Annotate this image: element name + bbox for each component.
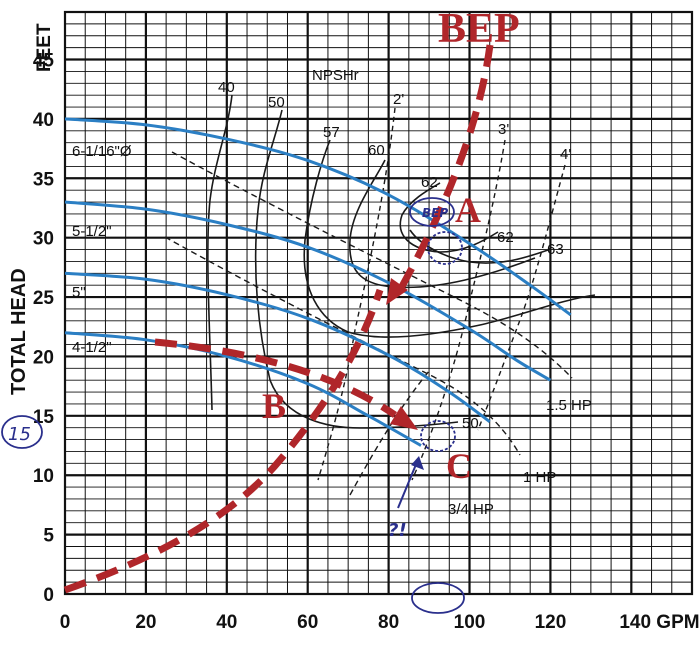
y-axis-ticks: 0 5 10 15 20 25 30 35 40 45	[33, 51, 55, 606]
circled-15-scribble	[1, 415, 43, 449]
npsh-2-line	[317, 107, 396, 481]
operating-point-a-scribble	[427, 231, 463, 265]
point-c-label: C	[446, 446, 472, 486]
grid	[63, 10, 694, 596]
npsh-label-3: 3'	[498, 121, 509, 138]
hp-15-line	[171, 151, 573, 379]
x-tick-label: 140 GPM	[619, 612, 699, 633]
y-tick-label: 40	[33, 110, 54, 131]
eff-label-50b: 50	[462, 415, 479, 432]
bep-title: BEP	[438, 6, 520, 52]
eff-label-57: 57	[323, 124, 340, 141]
eff-label-62b: 62	[497, 229, 514, 246]
y-axis-title: TOTAL HEAD	[8, 268, 30, 395]
plot-frame	[63, 10, 694, 596]
y-tick-label: 10	[33, 466, 54, 487]
eff-57-curve	[303, 139, 596, 338]
series-label-5: 5"	[72, 284, 86, 301]
npsh-3-line	[411, 139, 506, 481]
circled-15-label: 15	[8, 424, 31, 445]
eff-label-40: 40	[218, 79, 235, 96]
b-to-c-dashed-arrow	[154, 338, 397, 418]
series-label-6-1-16: 6-1/16"Ø	[72, 143, 132, 160]
y-tick-label: 15	[33, 407, 55, 428]
eff-label-63: 63	[547, 241, 564, 258]
npsh-4-line	[477, 164, 566, 431]
x-tick-label: 20	[135, 612, 156, 633]
circled-100-scribble	[411, 582, 465, 614]
eff-label-50: 50	[268, 94, 285, 111]
y-tick-label: 5	[43, 526, 54, 547]
x-axis-ticks: 0 20 40 60 80 100 120 140 GPM	[60, 612, 700, 633]
impeller-curve-1	[64, 200, 552, 382]
series-label-4-1-2: 4-1/2"	[72, 339, 112, 356]
npsh-title: NPSHr	[312, 67, 359, 84]
bep-scribble-circle	[409, 197, 455, 227]
y-tick-label: 0	[43, 585, 54, 606]
bep-dashed-arrow	[396, 44, 494, 292]
question-label: ?!	[388, 520, 407, 541]
npsh-label-2: 2'	[393, 91, 404, 108]
operating-point-c-scribble	[420, 420, 456, 452]
y-tick-label: 45	[33, 51, 55, 72]
y-tick-label: 30	[33, 229, 54, 250]
eff-label-62a: 62	[421, 174, 438, 191]
b-to-c-arrowhead	[390, 406, 418, 430]
npsh-label-4: 4'	[560, 146, 571, 163]
point-b-label: B	[262, 386, 286, 426]
y-axis-unit-label: FEET	[34, 23, 55, 72]
y-tick-label: 25	[33, 288, 55, 309]
impeller-curves	[64, 117, 572, 447]
series-label-5-1-2: 5-1/2"	[72, 223, 112, 240]
red-annotations: BEP A B C	[63, 6, 520, 594]
question-arrowhead	[411, 456, 424, 470]
x-tick-label: 80	[378, 612, 399, 633]
blue-annotations: BEP 15 ?!	[1, 197, 465, 614]
bep-arrowhead	[386, 278, 408, 305]
y-tick-label: 20	[33, 347, 54, 368]
impeller-curve-3	[64, 331, 422, 447]
hp-label-1-5: 1.5 HP	[546, 397, 592, 414]
impeller-curve-2	[64, 271, 491, 423]
x-tick-label: 0	[60, 612, 71, 633]
npsh-curves	[317, 107, 566, 481]
curve-labels: 6-1/16"Ø 5-1/2" 5" 4-1/2" 40 50 57 60 62…	[72, 67, 592, 518]
point-a-label: A	[455, 190, 481, 230]
x-tick-label: 100	[454, 612, 486, 633]
x-tick-label: 60	[297, 612, 318, 633]
bep-handwritten: BEP	[422, 206, 448, 220]
hp-1-line	[164, 236, 521, 456]
eff-label-60: 60	[368, 142, 385, 159]
impeller-curve-0	[64, 117, 572, 317]
x-tick-label: 40	[216, 612, 237, 633]
question-arrow	[397, 461, 418, 509]
hp-label-1: 1 HP	[523, 469, 556, 486]
system-curve-dashed	[63, 288, 384, 594]
y-tick-label: 35	[33, 169, 55, 190]
x-tick-label: 120	[535, 612, 567, 633]
hp-label-3-4: 3/4 HP	[448, 501, 494, 518]
